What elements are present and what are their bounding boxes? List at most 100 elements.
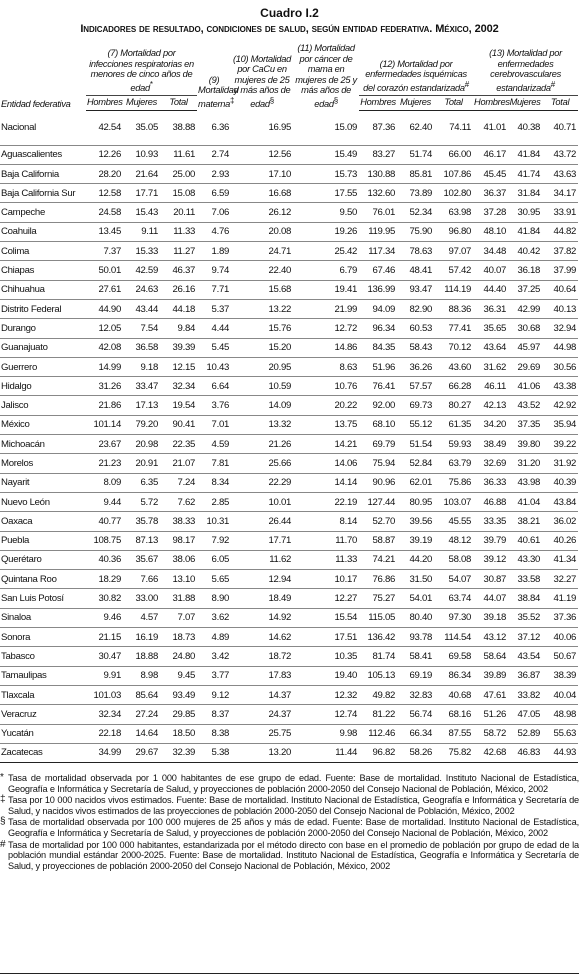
cell: 40.04 <box>542 685 579 706</box>
cell: 92.00 <box>359 395 398 416</box>
cell: 86.34 <box>434 666 474 686</box>
cell: 51.74 <box>397 145 435 165</box>
cell: 14.21 <box>293 434 360 455</box>
table-row: Distrito Federal 44.90 43.44 44.18 5.37 13.22… <box>0 299 579 320</box>
cell: 8.98 <box>123 666 160 686</box>
cell: 39.22 <box>542 434 579 455</box>
cell: 36.02 <box>542 511 579 532</box>
cell: 40.64 <box>542 280 579 300</box>
cell: 9.12 <box>197 685 232 706</box>
entity-name: Nuevo León <box>0 492 86 513</box>
cell: 9.44 <box>86 492 123 513</box>
table-row: Aguascalientes 12.26 10.93 11.61 2.74 12.56 15… <box>0 145 579 165</box>
cell: 19.26 <box>293 222 360 243</box>
cell: 35.05 <box>123 110 160 146</box>
cell: 8.63 <box>293 357 360 378</box>
footnote-mark: ‡ <box>230 95 235 105</box>
cell: 35.52 <box>508 608 543 629</box>
cell: 83.27 <box>359 145 398 165</box>
cell: 20.08 <box>231 222 294 243</box>
cell: 51.54 <box>397 434 435 455</box>
cell: 39.56 <box>397 511 435 532</box>
cell: 112.46 <box>359 724 398 744</box>
cell: 38.88 <box>160 110 198 146</box>
footnote-text: Tasa de mortalidad por 100 000 habitante… <box>8 839 579 871</box>
cell: 58.08 <box>434 550 474 571</box>
cell: 43.84 <box>542 492 579 513</box>
cell: 6.05 <box>197 550 232 571</box>
cell: 24.37 <box>231 704 294 725</box>
entity-name: Colima <box>0 241 86 262</box>
cell: 44.93 <box>542 743 579 764</box>
cell: 38.84 <box>508 588 543 609</box>
cell: 17.10 <box>231 164 294 185</box>
cell: 24.58 <box>86 202 123 223</box>
cell: 20.95 <box>231 357 294 378</box>
cell: 34.20 <box>473 415 509 436</box>
cell: 27.61 <box>86 280 123 300</box>
cell: 51.26 <box>473 704 509 725</box>
cell: 43.63 <box>542 164 579 185</box>
entity-name: Veracruz <box>0 704 86 725</box>
entity-header: Entidad federativa <box>1 98 71 109</box>
cell: 32.34 <box>86 704 123 725</box>
cell: 103.07 <box>434 492 474 513</box>
footnote-mark: * <box>149 79 153 89</box>
cell: 69.58 <box>434 646 474 667</box>
entity-name: Chihuahua <box>0 280 86 300</box>
entity-name: Tamaulipas <box>0 666 86 686</box>
table-row: Michoacán 23.67 20.98 22.35 4.59 21.26 14.21 69… <box>0 434 579 455</box>
cell: 97.30 <box>434 608 474 629</box>
cell: 15.08 <box>160 183 198 204</box>
cell: 15.09 <box>293 110 360 146</box>
cell: 11.61 <box>160 145 198 165</box>
cell: 58.64 <box>473 646 509 667</box>
table-row: Zacatecas 34.99 29.67 32.39 5.38 13.20 11.44 96… <box>0 743 579 764</box>
cell: 21.99 <box>293 299 360 320</box>
cell: 21.15 <box>86 627 123 648</box>
cell: 67.46 <box>359 260 398 281</box>
bottom-rule <box>0 973 579 974</box>
cell: 4.44 <box>197 318 232 339</box>
cell: 13.10 <box>160 569 198 590</box>
group-label: (11) Mortalidad por cáncer de mama en mu… <box>295 43 357 109</box>
cell: 40.71 <box>542 110 579 146</box>
cell: 17.51 <box>293 627 360 648</box>
cell: 43.44 <box>123 299 160 320</box>
cell: 9.46 <box>86 608 123 629</box>
cell: 54.07 <box>434 569 474 590</box>
cell: 34.99 <box>86 743 123 764</box>
cell: 117.34 <box>359 241 398 262</box>
cell: 43.54 <box>508 646 543 667</box>
entity-name: Coahuila <box>0 222 86 243</box>
entity-name: Guerrero <box>0 357 86 378</box>
entity-name: Morelos <box>0 453 86 474</box>
cell: 24.80 <box>160 646 198 667</box>
cell: 127.44 <box>359 492 398 513</box>
cell: 22.19 <box>293 492 360 513</box>
cell: 36.87 <box>508 666 543 686</box>
cell: 114.54 <box>434 627 474 648</box>
cell: 42.08 <box>86 338 123 358</box>
cell: 13.20 <box>231 743 294 764</box>
cell: 15.54 <box>293 608 360 629</box>
cell: 52.89 <box>508 724 543 744</box>
cell: 43.64 <box>473 338 509 358</box>
cell: 14.14 <box>293 473 360 493</box>
cell: 81.74 <box>359 646 398 667</box>
cell: 58.26 <box>397 743 435 764</box>
cell: 15.68 <box>231 280 294 300</box>
footnote-text: Tasa de mortalidad observada por 1 000 h… <box>8 773 579 794</box>
group-header: (12) Mortalidad por enfermedades isquémi… <box>359 43 473 95</box>
cell: 42.99 <box>508 299 543 320</box>
cell: 26.12 <box>231 202 294 223</box>
cell: 73.89 <box>397 183 435 204</box>
footnote: § Tasa de mortalidad observada por 100 00… <box>0 817 579 838</box>
cell: 8.34 <box>197 473 232 493</box>
cell: 41.34 <box>542 550 579 571</box>
table-row: Jalisco 21.86 17.13 19.54 3.76 14.09 20.22 92.0… <box>0 395 579 416</box>
cell: 6.59 <box>197 183 232 204</box>
cell: 18.49 <box>231 588 294 609</box>
cell: 11.33 <box>293 550 360 571</box>
cell: 9.91 <box>86 666 123 686</box>
